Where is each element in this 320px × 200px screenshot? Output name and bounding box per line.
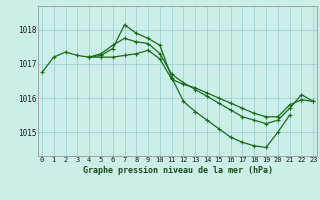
X-axis label: Graphe pression niveau de la mer (hPa): Graphe pression niveau de la mer (hPa) xyxy=(83,166,273,175)
